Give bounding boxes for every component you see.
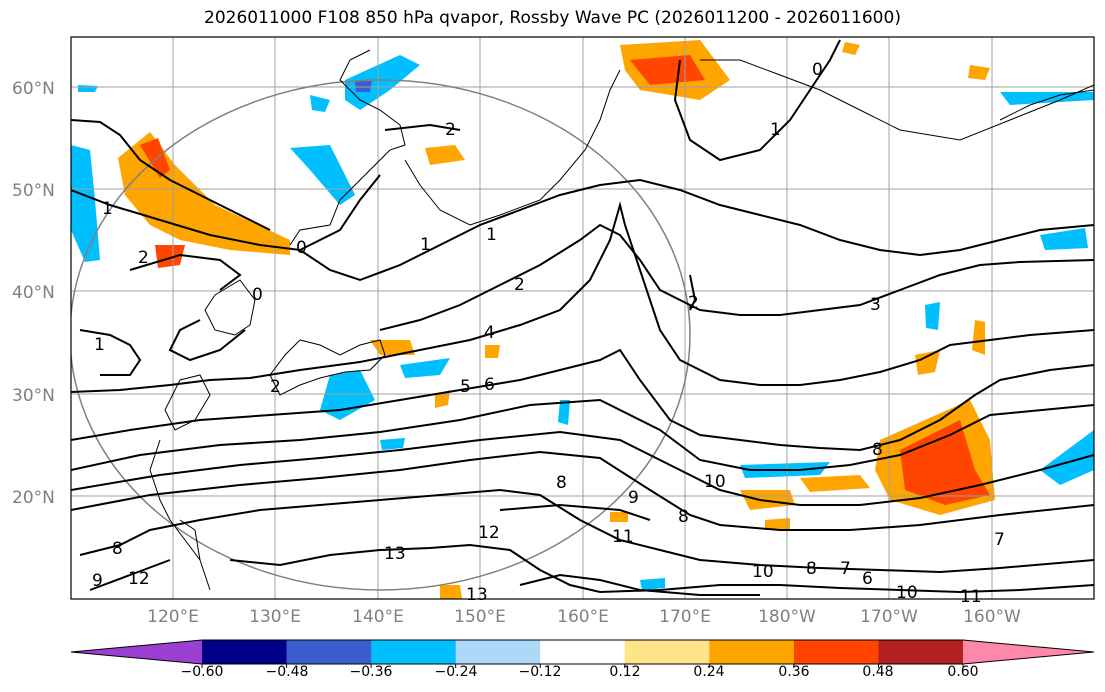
contour-label: 8	[112, 539, 123, 559]
contour-label: 9	[628, 488, 639, 508]
contour-label: 11	[960, 587, 982, 607]
contour-lines	[71, 39, 1094, 596]
colorbar-tick: 0.48	[862, 664, 893, 680]
colorbar	[70, 639, 1095, 668]
lon-label: 120°E	[147, 607, 199, 627]
colorbar-tick: 0.12	[609, 664, 640, 680]
contour-label: 1	[486, 225, 497, 245]
colorbar-tick: −0.60	[181, 664, 224, 680]
contour-label: 0	[252, 285, 263, 305]
colorbar-segment	[709, 640, 795, 664]
contour-label: 9	[92, 571, 103, 591]
contour-label: 8	[872, 440, 883, 460]
contour-label: 1	[770, 120, 781, 140]
contour-label: 7	[840, 559, 851, 579]
contour-label: 2	[688, 293, 699, 313]
map-title: 2026011000 F108 850 hPa qvapor, Rossby W…	[204, 8, 901, 28]
contour-label: 10	[752, 562, 774, 582]
lon-label: 160°W	[963, 607, 1021, 627]
colorbar-segment	[793, 640, 879, 664]
lat-label: 20°N	[12, 488, 55, 508]
lon-label: 140°E	[352, 607, 404, 627]
lon-label: 180°W	[758, 607, 816, 627]
colorbar-tick: 0.36	[778, 664, 809, 680]
colorbar-tick: 0.60	[947, 664, 978, 680]
contour-label: 13	[466, 585, 488, 605]
colorbar-segment	[286, 640, 372, 664]
contour-label: 2	[270, 377, 281, 397]
colorbar-extend-low	[71, 640, 202, 664]
contour-label: 12	[478, 523, 500, 543]
contour-label: 8	[806, 559, 817, 579]
graticule	[71, 37, 1094, 599]
contour-label: 7	[994, 530, 1005, 550]
colorbar-tick-labels: −0.60 −0.48 −0.36 −0.24 −0.12 0.12 0.24 …	[181, 664, 979, 680]
colorbar-tick: −0.36	[350, 664, 393, 680]
colorbar-segment	[540, 640, 626, 664]
lat-label: 40°N	[12, 283, 55, 303]
longitude-labels: 120°E 130°E 140°E 150°E 160°E 170°E 180°…	[147, 607, 1021, 627]
contour-label: 6	[862, 569, 873, 589]
contour-label: 13	[384, 544, 406, 564]
colorbar-tick: 0.24	[693, 664, 724, 680]
lon-label: 150°E	[454, 607, 506, 627]
latitude-labels: 60°N 50°N 40°N 30°N 20°N	[12, 79, 55, 508]
colorbar-segment	[878, 640, 964, 664]
negative-anomaly-regions	[71, 55, 1094, 590]
contour-label: 12	[128, 569, 150, 589]
contour-label-group: 0 1 1 2 2 0 1 1 2 2 3 4 5 6 0 1 2 8 9 10…	[92, 60, 1005, 607]
contour-label: 10	[704, 472, 726, 492]
contour-label: 2	[445, 120, 456, 140]
contour-label: 2	[138, 248, 149, 268]
colorbar-tick: −0.24	[435, 664, 478, 680]
colorbar-segment	[202, 640, 288, 664]
contour-label: 5	[460, 377, 471, 397]
contour-label: 1	[94, 335, 105, 355]
lon-label: 130°E	[249, 607, 301, 627]
colorbar-segment	[371, 640, 457, 664]
plot-frame	[70, 36, 1095, 600]
contour-label: 11	[612, 527, 634, 547]
contour-label: 0	[296, 238, 307, 258]
colorbar-extend-high	[963, 640, 1094, 664]
contour-label: 3	[870, 295, 881, 315]
contour-label: 4	[484, 323, 495, 343]
lon-label: 170°E	[659, 607, 711, 627]
contour-label: 8	[678, 507, 689, 527]
colorbar-tick: −0.12	[519, 664, 562, 680]
contour-label: 6	[484, 375, 495, 395]
lat-label: 30°N	[12, 386, 55, 406]
lon-label: 160°E	[557, 607, 609, 627]
lat-label: 50°N	[12, 181, 55, 201]
lon-label: 170°W	[860, 607, 918, 627]
colorbar-segment	[624, 640, 710, 664]
contour-label: 2	[514, 275, 525, 295]
wave-region-circle	[71, 79, 691, 591]
contour-label: 1	[420, 235, 431, 255]
colorbar-tick: −0.48	[266, 664, 309, 680]
contour-label: 0	[812, 60, 823, 80]
contour-label: 1	[102, 199, 113, 219]
contour-label: 10	[896, 583, 918, 603]
contour-label: 8	[556, 473, 567, 493]
coastlines	[149, 49, 1094, 591]
lat-label: 60°N	[12, 79, 55, 99]
colorbar-segment	[455, 640, 541, 664]
